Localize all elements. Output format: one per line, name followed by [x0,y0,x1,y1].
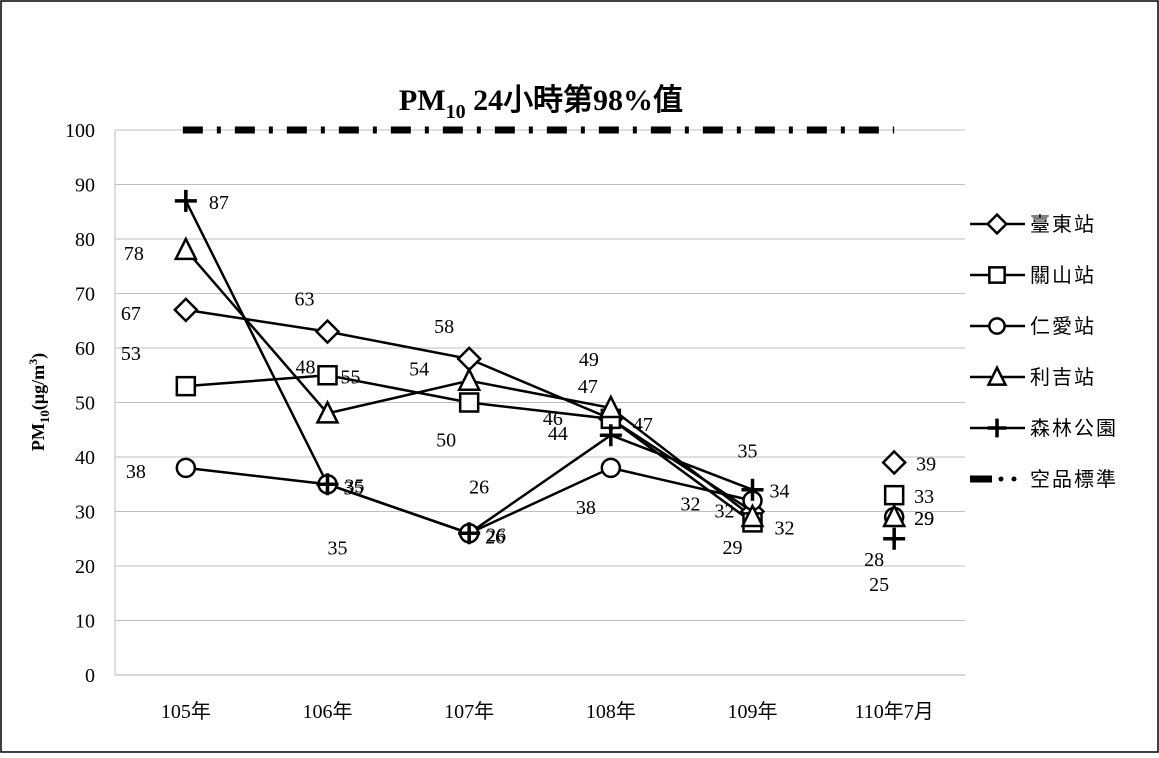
data-label: 26 [485,526,505,548]
y-tick-label: 0 [85,665,95,687]
data-label: 35 [344,477,364,499]
x-tick-label: 107年 [444,700,494,723]
series-point [599,424,622,447]
x-tick-label: 106年 [303,700,353,723]
legend-marker [998,476,1004,482]
series-point [882,503,907,528]
legend-label: 利吉站 [1030,365,1096,389]
data-label: 25 [869,574,889,596]
y-tick-label: 80 [75,229,95,251]
data-label: 32 [681,494,701,516]
data-label: 33 [914,486,934,508]
y-tick-label: 30 [75,502,95,524]
legend-label: 仁愛站 [1030,314,1096,338]
series-point [883,527,906,550]
data-label: 87 [209,192,229,214]
legend-marker [986,364,1008,386]
data-label: 35 [738,441,758,463]
x-tick-label: 108年 [586,700,636,723]
data-labels: 67 63 58 47 32 39 53 55 50 47 32 33 38 35 26 38 32 29 78 48… [121,192,936,596]
data-label: 32 [775,517,795,539]
legend-marker [1011,476,1017,482]
data-label: 55 [341,366,361,388]
legend-label: 森林公園 [1030,416,1118,440]
data-label: 53 [121,343,141,365]
legend-label: 關山站 [1030,263,1096,287]
data-label: 54 [409,359,429,381]
series-group [173,189,907,550]
y-tick-label: 70 [75,284,95,306]
data-label: 38 [126,461,146,483]
data-label: 29 [914,508,934,530]
data-label: 58 [434,316,454,338]
data-label: 39 [916,453,936,475]
legend-marker [987,418,1007,438]
legend-marker [988,266,1006,284]
series-point [600,457,622,479]
series-point [314,318,341,345]
series-point [175,375,197,397]
data-label: 35 [345,475,365,497]
series-point [458,522,481,545]
data-label: 47 [578,376,598,398]
data-label: 29 [723,537,743,559]
series-point [458,392,480,413]
data-label: 63 [295,289,315,311]
data-label: 26 [486,524,506,546]
data-label: 48 [296,356,316,378]
data-label: 49 [579,349,599,371]
data-label: 26 [469,476,489,498]
y-tick-label: 20 [75,556,95,578]
series-point [598,394,623,419]
y-tick-label: 50 [75,393,95,415]
data-label: 47 [633,414,653,436]
legend-label: 臺東站 [1030,212,1096,236]
legend-marker [988,317,1006,335]
legend-label: 空品標準 [1030,467,1118,491]
series-point [741,478,764,501]
y-tick-label: 40 [75,447,95,469]
data-label: 46 [543,408,563,430]
x-tick-label: 109年 [728,700,778,723]
series-point [174,189,197,212]
x-tick-label: 105年 [161,700,211,723]
data-label: 44 [548,423,568,445]
series-point [881,449,907,476]
y-tick-label: 60 [75,338,95,360]
data-label: 35 [328,537,348,559]
chart-title: PM10 24小時第98%值 [399,83,683,123]
series-point [317,365,338,386]
series-point [173,236,198,261]
y-axis-label: PM10(μg/m3) [26,353,52,451]
data-label: 34 [770,481,790,503]
data-label: 78 [124,243,144,265]
data-label: 67 [121,303,141,325]
data-label: 50 [436,430,456,452]
series-point [173,297,199,323]
series-point [175,457,197,479]
data-label: 29 [914,508,934,530]
axes: 0 10 20 30 40 50 60 70 80 90 100 105年 106年 107年 108年 10… [65,120,965,723]
legend-marker [985,212,1009,236]
series-point [457,366,482,391]
series-point [740,503,765,528]
data-label: 38 [576,497,596,519]
x-tick-label: 110年7月 [855,700,934,723]
data-label: 32 [715,501,735,523]
data-label: 28 [864,549,884,571]
series-point [883,484,905,506]
series-point [316,473,339,496]
y-tick-label: 10 [75,611,95,633]
series-point [315,399,340,424]
y-tick-label: 90 [75,175,95,197]
y-tick-label: 100 [65,120,95,142]
